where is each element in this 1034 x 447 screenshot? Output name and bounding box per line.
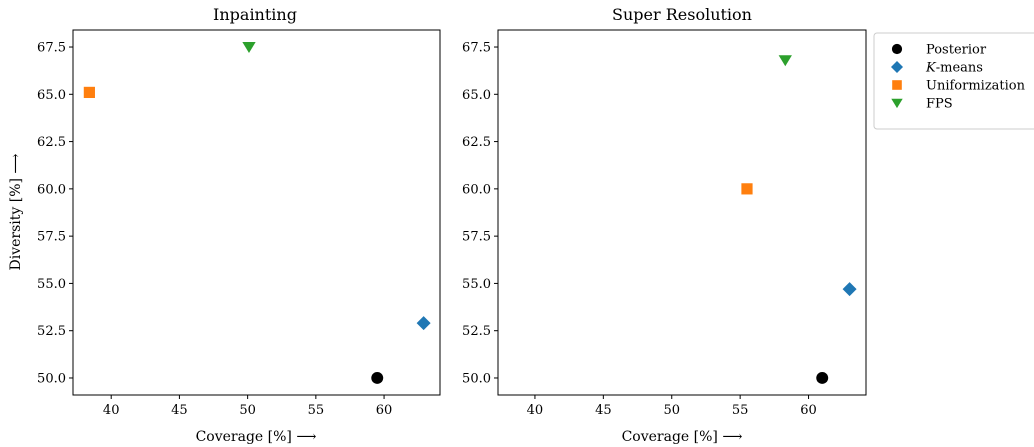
fps-point: [778, 55, 792, 67]
y-tick-label: 62.5: [37, 135, 66, 150]
y-tick-label: 65.0: [37, 88, 66, 103]
uniformization-point: [83, 86, 95, 99]
chart-title: Super Resolution: [612, 5, 752, 24]
y-tick-label: 52.5: [462, 324, 491, 339]
x-tick-label: 40: [103, 403, 120, 418]
y-tick-label: 55.0: [462, 277, 491, 292]
data-points: [741, 55, 857, 384]
plot-frame: [497, 29, 867, 396]
k-means-point: [842, 282, 857, 297]
y-tick-label: 57.5: [462, 230, 491, 245]
y-axis-label: Diversity [%] ⟶: [8, 154, 24, 271]
super-resolution-panel: Super Resolution 40 45 50 55 60 50.0 52.5 55.0…: [462, 5, 867, 445]
uniformization-point: [741, 183, 753, 195]
chart-title: Inpainting: [213, 5, 297, 24]
y-tick-label: 65.0: [462, 88, 491, 103]
plot-frame: [72, 29, 441, 396]
y-ticks: 50.0 52.5 55.0 57.5 60.0 62.5 65.0 67.5: [37, 41, 73, 386]
legend-fps-marker: [891, 98, 903, 109]
y-tick-label: 60.0: [37, 182, 66, 197]
x-tick-label: 40: [527, 403, 544, 418]
legend-box: [873, 32, 1034, 130]
x-tick-label: 60: [376, 403, 393, 418]
x-ticks: 40 45 50 55 60: [527, 395, 817, 418]
y-tick-label: 62.5: [462, 135, 491, 150]
y-tick-label: 50.0: [37, 371, 66, 386]
y-tick-label: 67.5: [462, 41, 491, 56]
data-points: [83, 42, 431, 384]
legend-posterior-label: Posterior: [926, 43, 987, 58]
x-tick-label: 45: [595, 403, 612, 418]
legend-posterior-marker: [891, 43, 903, 55]
fps-point: [242, 42, 256, 54]
legend-k-means-label: K-means: [925, 61, 983, 76]
legend-fps-label: FPS: [926, 97, 953, 112]
legend-uniformization-marker: [892, 80, 902, 90]
x-tick-label: 60: [800, 403, 817, 418]
inpainting-panel: Inpainting 40 45 50 55 60 50.0 52.5 55.0 57.5 60…: [8, 5, 441, 445]
x-tick-label: 55: [732, 403, 749, 418]
legend: Posterior K-means Uniformization FPS: [873, 32, 1034, 130]
x-tick-label: 45: [171, 403, 188, 418]
y-tick-label: 60.0: [462, 182, 491, 197]
x-axis-label: Coverage [%] ⟶: [622, 429, 743, 445]
posterior-point: [816, 372, 829, 384]
x-ticks: 40 45 50 55 60: [103, 395, 392, 418]
x-tick-label: 50: [239, 403, 256, 418]
y-tick-label: 57.5: [37, 230, 66, 245]
legend-uniformization-label: Uniformization: [926, 79, 1026, 94]
y-tick-label: 52.5: [37, 324, 66, 339]
legend-k-means-marker: [891, 61, 903, 73]
x-tick-label: 55: [308, 403, 325, 418]
y-tick-label: 67.5: [37, 41, 66, 56]
y-tick-label: 55.0: [37, 277, 66, 292]
x-axis-label: Coverage [%] ⟶: [196, 429, 317, 445]
x-tick-label: 50: [663, 403, 680, 418]
k-means-point: [416, 316, 431, 331]
posterior-point: [371, 372, 384, 384]
y-ticks: 50.0 52.5 55.0 57.5 60.0 62.5 65.0 67.5: [462, 41, 498, 386]
y-tick-label: 50.0: [462, 371, 491, 386]
